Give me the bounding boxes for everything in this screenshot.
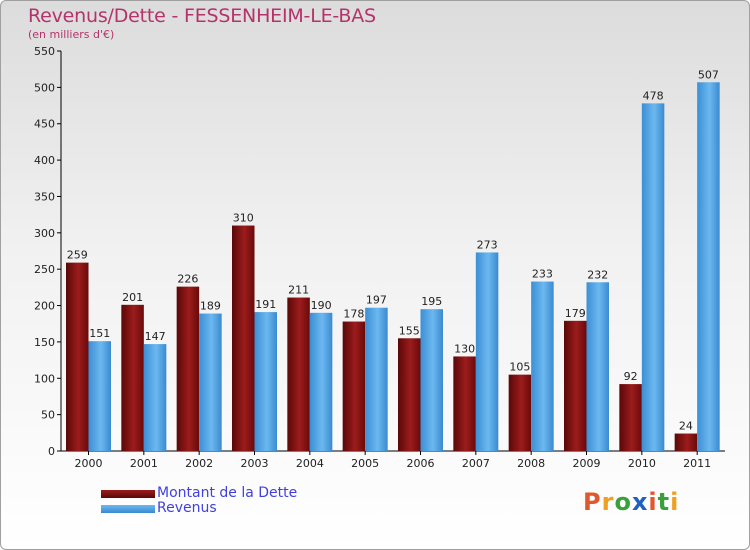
bar-dette-2010: [619, 384, 642, 451]
bar-revenus-2005: [365, 307, 388, 451]
logo-letter: x: [631, 488, 649, 516]
bar-revenus-2010: [641, 103, 665, 451]
data-label: 191: [255, 298, 276, 311]
bar-revenus-2001: [143, 344, 167, 451]
bar-dette-2003: [232, 225, 255, 451]
y-tick-label: 250: [34, 263, 55, 276]
bar-dette-2008: [508, 374, 532, 451]
bar-revenus-2011: [697, 82, 720, 451]
x-tick-label: 2004: [296, 457, 324, 470]
chart-title: Revenus/Dette - FESSENHEIM-LE-BAS: [28, 5, 376, 27]
x-tick-label: 2005: [351, 457, 379, 470]
legend-swatch-dette: [101, 490, 155, 498]
data-label: 232: [587, 268, 608, 281]
data-label: 24: [679, 420, 693, 433]
bar-dette-2000: [66, 262, 89, 451]
bar-dette-2009: [564, 320, 587, 451]
y-tick-label: 500: [34, 81, 55, 94]
x-tick-label: 2007: [462, 457, 490, 470]
bar-dette-2011: [674, 433, 698, 451]
data-label: 190: [311, 299, 332, 312]
data-label: 92: [624, 370, 638, 383]
data-label: 273: [477, 238, 498, 251]
bar-revenus-2006: [420, 309, 443, 451]
bar-revenus-2004: [309, 312, 333, 451]
logo-letter: o: [614, 488, 632, 516]
y-tick-label: 400: [34, 154, 55, 167]
y-tick-label: 50: [41, 409, 55, 422]
y-tick-label: 450: [34, 118, 55, 131]
logo-letter: i: [648, 488, 658, 516]
y-tick-label: 350: [34, 190, 55, 203]
data-label: 310: [233, 212, 254, 225]
x-tick-label: 2006: [407, 457, 435, 470]
bar-dette-2001: [121, 304, 144, 451]
bar-dette-2002: [176, 286, 200, 451]
bar-dette-2007: [453, 356, 476, 451]
data-label: 105: [509, 361, 530, 374]
logo-letter: t: [657, 488, 671, 516]
logo-letter: r: [601, 488, 615, 516]
y-tick-label: 300: [34, 227, 55, 240]
bar-revenus-2008: [531, 281, 554, 451]
data-label: 259: [67, 249, 88, 262]
data-label: 201: [122, 291, 143, 304]
y-tick-label: 200: [34, 300, 55, 313]
y-tick-label: 0: [48, 445, 55, 458]
legend-swatch-revenus: [101, 505, 155, 513]
chart-subtitle: (en milliers d'€): [28, 28, 115, 41]
x-tick-label: 2008: [517, 457, 545, 470]
x-tick-label: 2009: [573, 457, 601, 470]
x-tick-label: 2011: [683, 457, 711, 470]
bar-revenus-2007: [475, 252, 499, 451]
bar-revenus-2003: [254, 312, 277, 451]
x-tick-label: 2010: [628, 457, 656, 470]
bar-dette-2004: [287, 297, 310, 451]
data-label: 195: [421, 295, 442, 308]
x-tick-label: 2002: [185, 457, 213, 470]
data-label: 178: [343, 308, 364, 321]
data-label: 189: [200, 300, 221, 313]
y-tick-label: 150: [34, 336, 55, 349]
data-label: 179: [565, 307, 586, 320]
x-tick-label: 2000: [75, 457, 103, 470]
legend-label-dette: Montant de la Dette: [157, 485, 298, 501]
bar-revenus-2000: [88, 341, 111, 451]
data-label: 211: [288, 284, 309, 297]
data-label: 147: [145, 330, 166, 343]
bar-dette-2005: [342, 321, 366, 451]
bar-revenus-2009: [586, 282, 609, 451]
logo-letter: i: [670, 488, 680, 516]
y-tick-label: 550: [34, 45, 55, 58]
bar-revenus-2002: [199, 313, 222, 451]
data-label: 233: [532, 268, 553, 281]
y-tick-label: 100: [34, 372, 55, 385]
data-label: 130: [454, 342, 475, 355]
data-label: 478: [643, 89, 664, 102]
x-tick-label: 2003: [241, 457, 269, 470]
bar-dette-2006: [398, 338, 421, 451]
data-label: 151: [89, 327, 110, 340]
data-label: 507: [698, 68, 719, 81]
data-label: 155: [399, 324, 420, 337]
legend-label-revenus: Revenus: [157, 500, 217, 516]
data-label: 197: [366, 294, 387, 307]
data-label: 226: [177, 273, 198, 286]
logo-letter: P: [583, 488, 602, 516]
x-tick-label: 2001: [130, 457, 158, 470]
proxiti-logo: Proxiti: [583, 488, 679, 516]
